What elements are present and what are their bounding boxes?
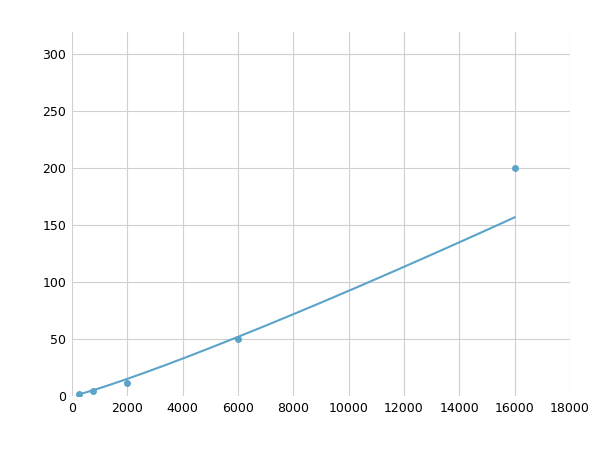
Point — [88, 388, 98, 395]
Point — [510, 165, 520, 172]
Point — [233, 335, 243, 342]
Point — [122, 380, 132, 387]
Point — [74, 390, 84, 397]
